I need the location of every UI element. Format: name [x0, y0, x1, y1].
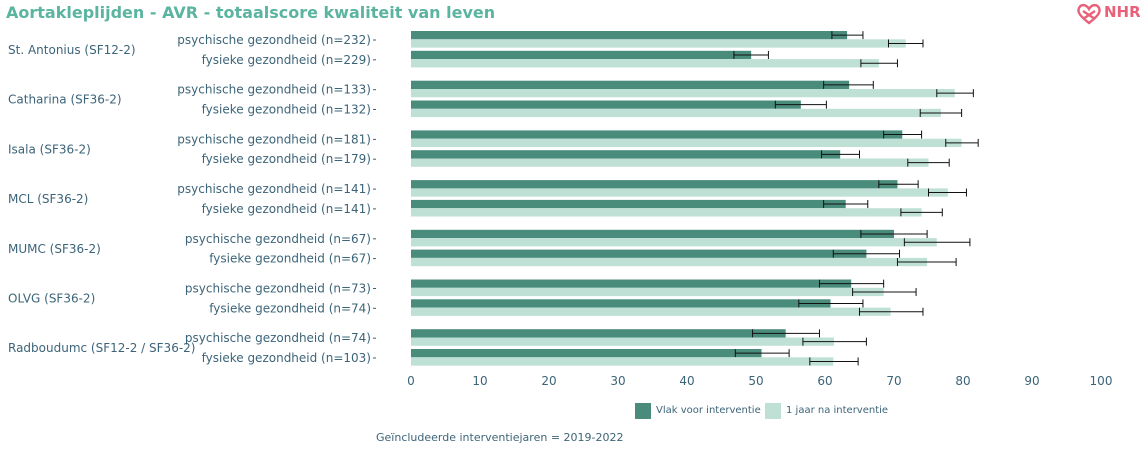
- row-label: fysieke gezondheid (n=132): [202, 103, 371, 117]
- bar-after: [411, 59, 879, 68]
- x-tick-label: 50: [748, 374, 763, 388]
- x-tick-label: 0: [407, 374, 415, 388]
- row-label: fysieke gezondheid (n=67): [209, 252, 371, 266]
- footnote: Geïncludeerde interventiejaren = 2019-20…: [376, 431, 624, 444]
- x-tick-label: 20: [541, 374, 556, 388]
- hospital-label: Radboudumc (SF12-2 / SF36-2): [8, 341, 195, 355]
- x-tick-label: 80: [955, 374, 970, 388]
- bar-before: [411, 130, 903, 139]
- nhr-logo: NHR: [1076, 3, 1140, 25]
- bar-before: [411, 80, 850, 89]
- bar-after: [411, 337, 834, 346]
- bar-before: [411, 329, 786, 338]
- bar-after: [411, 208, 922, 217]
- row-label: psychische gezondheid (n=232): [177, 33, 371, 47]
- legend-swatch-before: [635, 403, 651, 419]
- logo-text: NHR: [1104, 3, 1140, 21]
- bar-before: [411, 50, 752, 60]
- x-tick-label: 70: [886, 374, 901, 388]
- hospital-label: OLVG (SF36-2): [8, 292, 95, 306]
- bar-after: [411, 188, 948, 197]
- bar-after: [411, 357, 834, 366]
- hospital-label: MCL (SF36-2): [8, 192, 88, 206]
- bar-after: [411, 158, 929, 167]
- legend-label-before: Vlak voor interventie: [656, 405, 761, 416]
- row-label: fysieke gezondheid (n=229): [202, 53, 371, 67]
- bar-after: [411, 89, 955, 98]
- bar-before: [411, 349, 762, 358]
- legend-swatch-after: [765, 403, 781, 419]
- bar-after: [411, 39, 906, 48]
- bar-before: [411, 31, 848, 40]
- row-label: psychische gezondheid (n=67): [185, 232, 371, 246]
- x-tick-label: 30: [610, 374, 625, 388]
- bar-after: [411, 138, 962, 147]
- bar-after: [411, 257, 928, 267]
- x-tick-label: 90: [1024, 374, 1039, 388]
- hospital-label: MUMC (SF36-2): [8, 242, 101, 256]
- hospital-label: St. Antonius (SF12-2): [8, 43, 136, 57]
- heart-icon: [1077, 3, 1101, 25]
- x-tick-label: 100: [1090, 374, 1113, 388]
- chart-plot: St. Antonius (SF12-2) psychische gezondhe…: [8, 31, 1113, 388]
- row-label: fysieke gezondheid (n=179): [202, 152, 371, 166]
- legend-label-after: 1 jaar na interventie: [786, 405, 889, 416]
- bar-after: [411, 307, 891, 316]
- hospital-label: Isala (SF36-2): [8, 142, 91, 156]
- x-tick-label: 60: [817, 374, 832, 388]
- bar-before: [411, 249, 867, 258]
- bar-before: [411, 100, 801, 109]
- bar-before: [411, 229, 894, 239]
- bar-before: [411, 279, 852, 288]
- bar-after: [411, 108, 941, 118]
- bar-after: [411, 238, 937, 247]
- x-tick-label: 40: [679, 374, 694, 388]
- x-tick-label: 10: [472, 374, 487, 388]
- row-label: fysieke gezondheid (n=74): [209, 301, 371, 315]
- row-label: psychische gezondheid (n=73): [185, 282, 371, 296]
- bar-before: [411, 199, 846, 209]
- bar-before: [411, 299, 831, 308]
- row-label: psychische gezondheid (n=74): [185, 331, 371, 345]
- bar-before: [411, 150, 841, 159]
- row-label: fysieke gezondheid (n=141): [202, 202, 371, 216]
- row-label: psychische gezondheid (n=133): [177, 83, 371, 97]
- bar-before: [411, 180, 898, 189]
- row-label: psychische gezondheid (n=141): [177, 182, 371, 196]
- row-label: psychische gezondheid (n=181): [177, 132, 371, 146]
- chart-title: Aortakleplijden - AVR - totaalscore kwal…: [6, 3, 496, 22]
- hospital-label: Catharina (SF36-2): [8, 93, 122, 107]
- bar-after: [411, 287, 884, 297]
- row-label: fysieke gezondheid (n=103): [202, 351, 371, 365]
